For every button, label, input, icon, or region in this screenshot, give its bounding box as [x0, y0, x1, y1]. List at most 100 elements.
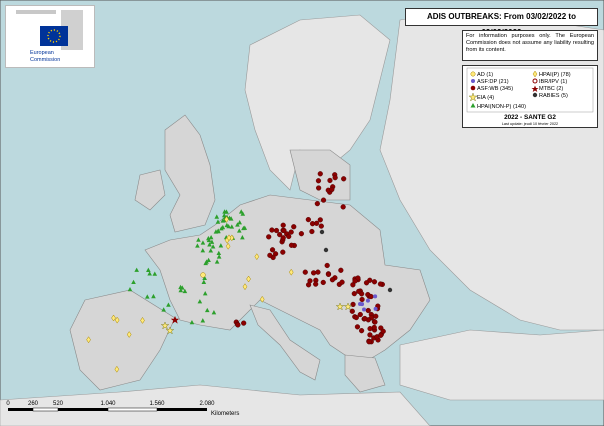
- outbreak-marker: [214, 259, 220, 264]
- legend-label: HPAI(NON-P) (140): [477, 104, 526, 110]
- outbreak-marker: [329, 186, 335, 193]
- outbreak-marker: [224, 215, 229, 223]
- outbreak-marker: [126, 331, 132, 338]
- outbreak-marker: [147, 271, 152, 276]
- outbreak-marker: [373, 306, 378, 311]
- eu-flag: [40, 26, 68, 46]
- outbreak-marker: [170, 316, 180, 324]
- outbreak-marker: [317, 171, 323, 177]
- outbreak-marker: [152, 271, 158, 276]
- scale-bar: 0 260 520 1.040 1.560 2.080 Kilometers: [6, 401, 239, 417]
- disclaimer-box: For information purposes only. The Europ…: [462, 30, 598, 61]
- outbreak-marker: [206, 257, 211, 262]
- legend-updated: Last update: jeudi 10 février 2022: [502, 122, 558, 126]
- outbreak-marker: [320, 279, 326, 286]
- scale-segment: [8, 408, 33, 411]
- outbreak-marker: [373, 313, 379, 319]
- legend-symbol: [470, 71, 476, 77]
- disclaimer: For information purposes only. The Europ…: [466, 33, 594, 53]
- outbreak-marker: [280, 222, 286, 228]
- outbreak-marker: [267, 252, 273, 258]
- legend-label: AD (1): [477, 72, 493, 78]
- outbreak-marker: [305, 217, 311, 223]
- outbreak-marker: [366, 339, 372, 345]
- ireland: [134, 169, 166, 211]
- outbreak-marker: [207, 242, 212, 247]
- outbreak-marker: [324, 262, 330, 269]
- legend-label: IBR/IPV (1): [539, 79, 567, 85]
- outbreak-marker: [209, 239, 215, 244]
- outbreak-marker: [349, 308, 355, 314]
- outbreak-marker: [314, 201, 320, 207]
- outbreak-marker: [362, 315, 368, 322]
- outbreak-marker: [228, 216, 234, 221]
- outbreak-marker: [327, 177, 333, 184]
- outbreak-marker: [229, 224, 235, 229]
- outbreak-marker: [220, 224, 226, 230]
- logo-box: European Commission: [5, 5, 95, 68]
- outbreak-marker: [242, 283, 248, 291]
- outbreak-marker: [266, 234, 272, 240]
- outbreak-marker: [237, 220, 242, 225]
- legend-symbol: [532, 70, 538, 78]
- north-africa: [0, 384, 431, 426]
- outbreak-marker: [380, 328, 386, 334]
- outbreak-marker: [203, 260, 209, 266]
- outbreak-marker: [211, 310, 217, 315]
- continental-eu: [144, 194, 431, 366]
- outbreak-marker: [317, 217, 323, 223]
- legend-label: ASF:DP (21): [477, 79, 509, 85]
- outbreak-marker: [189, 319, 195, 325]
- outbreak-marker: [373, 294, 378, 299]
- outbreak-marker: [339, 279, 345, 285]
- outbreak-marker: [114, 365, 120, 373]
- outbreak-marker: [298, 231, 304, 237]
- scale-label: 2.080: [199, 401, 215, 407]
- legend-symbol: [468, 92, 478, 102]
- outbreak-marker: [338, 267, 344, 273]
- outbreak-marker: [343, 302, 353, 311]
- legend: AD (1) ASF:DP (21) ASF:WB (345) EIA (4) …: [466, 67, 594, 126]
- outbreak-marker: [235, 222, 240, 227]
- outbreak-marker: [111, 314, 116, 322]
- outbreak-marker: [351, 291, 357, 297]
- outbreak-marker: [195, 243, 200, 248]
- legend-symbol: [532, 92, 538, 98]
- scale-segment: [32, 407, 59, 412]
- scale-label: 520: [53, 401, 64, 407]
- outbreak-marker: [160, 321, 170, 330]
- outbreak-marker: [368, 293, 374, 300]
- outbreak-marker: [216, 254, 222, 259]
- outbreak-marker: [288, 268, 294, 276]
- outbreak-marker: [221, 212, 227, 218]
- outbreak-marker: [241, 320, 247, 326]
- outbreak-marker: [182, 288, 188, 294]
- outbreak-marker: [291, 224, 297, 230]
- outbreak-marker: [214, 214, 220, 219]
- legend-symbol: [471, 79, 475, 83]
- outbreak-marker: [238, 209, 244, 214]
- logo: European Commission: [16, 10, 83, 63]
- outbreak-marker: [134, 267, 139, 272]
- outbreak-marker: [179, 285, 185, 290]
- outbreak-marker: [357, 311, 363, 318]
- outbreak-marker: [307, 278, 313, 284]
- outbreak-marker: [178, 287, 184, 293]
- outbreak-marker: [202, 291, 208, 296]
- outbreak-marker: [114, 316, 120, 324]
- outbreak-marker: [200, 272, 206, 278]
- outbreak-marker: [204, 307, 210, 313]
- outbreak-marker: [242, 225, 248, 230]
- outbreak-marker: [144, 294, 150, 299]
- outbreak-marker: [210, 244, 216, 249]
- legend-label: EIA (4): [477, 95, 494, 101]
- outbreak-marker: [387, 287, 393, 293]
- outbreak-marker: [352, 278, 358, 284]
- outbreak-marker: [131, 279, 136, 285]
- outbreak-marker: [325, 271, 332, 277]
- outbreak-marker: [201, 279, 207, 284]
- outbreak-marker: [254, 253, 260, 261]
- outbreak-marker: [341, 176, 347, 182]
- scale-segment: [58, 408, 108, 411]
- outbreak-marker: [354, 324, 361, 330]
